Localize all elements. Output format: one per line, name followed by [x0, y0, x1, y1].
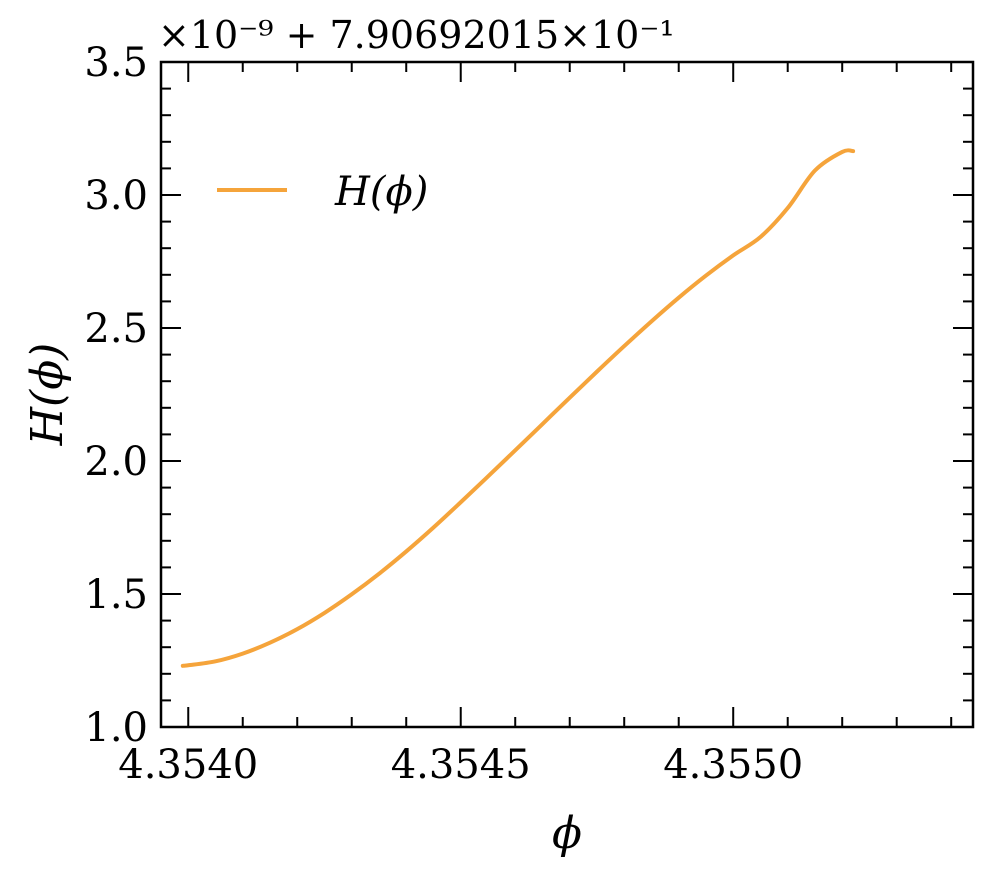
y-tick-label: 1.5 — [84, 572, 148, 618]
series-line-h-phi — [180, 148, 856, 668]
legend-label-h-phi: H(ϕ) — [334, 169, 428, 215]
major-ticks — [161, 61, 973, 728]
x-tick-label: 4.3540 — [118, 742, 258, 788]
x-tick-labels: 4.3540 4.3545 4.3550 — [118, 742, 803, 788]
y-tick-label: 1.0 — [84, 705, 148, 751]
y-tick-label: 3.0 — [84, 173, 148, 219]
y-axis-label: H(ϕ) — [22, 343, 73, 447]
y-tick-label: 3.5 — [84, 40, 148, 86]
x-tick-label: 4.3550 — [663, 742, 803, 788]
y-tick-label: 2.5 — [84, 306, 148, 352]
minor-ticks — [161, 62, 973, 727]
y-tick-label: 2.0 — [84, 439, 148, 485]
y-tick-labels: 1.0 1.5 2.0 2.5 3.0 3.5 — [84, 40, 148, 751]
x-tick-label: 4.3545 — [391, 742, 531, 788]
x-axis-label: ϕ — [552, 808, 582, 859]
legend: H(ϕ) — [217, 169, 428, 215]
axis-offset-text: ×10⁻⁹ + 7.90692015×10⁻¹ — [158, 13, 675, 57]
plot-frame — [159, 60, 975, 729]
